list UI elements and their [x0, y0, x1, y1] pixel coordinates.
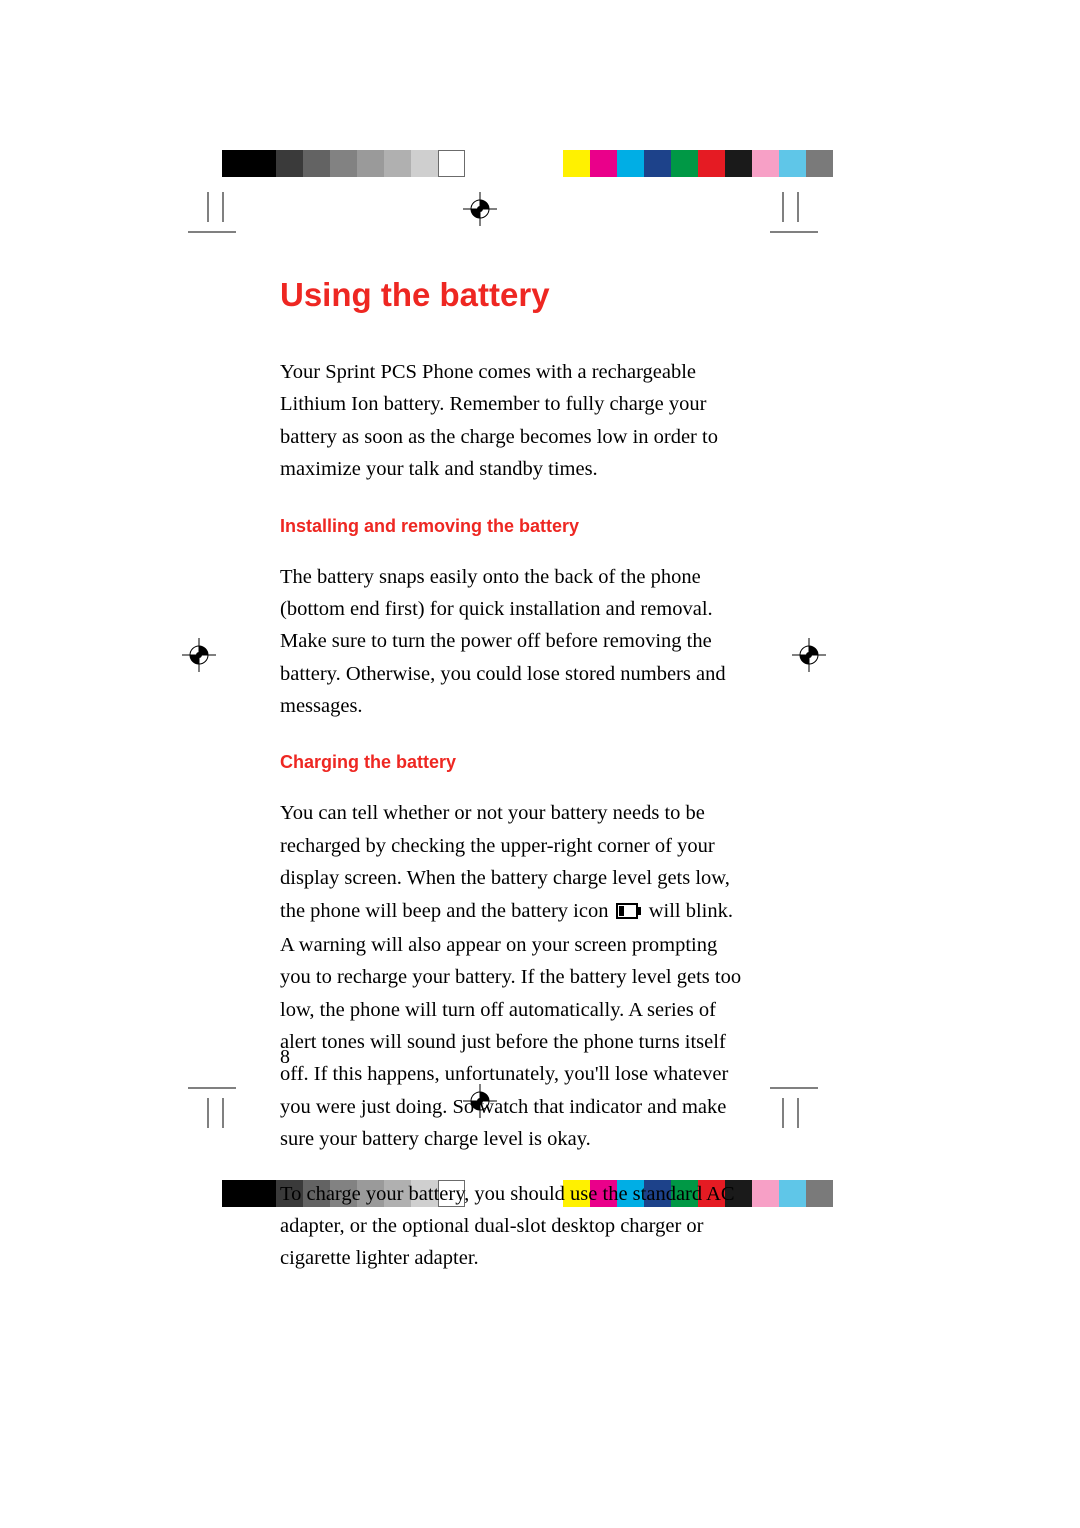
page-title: Using the battery	[280, 276, 750, 314]
crop-mark-bottom-right-icon	[758, 1068, 818, 1128]
registration-target-left-icon	[182, 638, 216, 672]
crop-mark-bottom-left-icon	[188, 1068, 248, 1128]
installing-paragraph: The battery snaps easily onto the back o…	[280, 561, 750, 723]
crop-mark-top-left-icon	[188, 192, 248, 252]
charging-text-post: will blink. A warning will also appear o…	[280, 900, 741, 1151]
printer-color-bar-top	[563, 150, 833, 177]
charging-paragraph-1: You can tell whether or not your battery…	[280, 797, 750, 1155]
registration-target-right-icon	[792, 638, 826, 672]
document-page: Using the battery Your Sprint PCS Phone …	[0, 0, 1080, 1528]
registration-target-top-icon	[463, 192, 497, 226]
subheading-installing: Installing and removing the battery	[280, 516, 750, 537]
printer-gray-bar-top	[222, 150, 465, 177]
battery-icon	[616, 897, 642, 929]
page-number: 8	[280, 1046, 290, 1069]
page-content: Using the battery Your Sprint PCS Phone …	[280, 276, 750, 1289]
subheading-charging: Charging the battery	[280, 752, 750, 773]
intro-paragraph: Your Sprint PCS Phone comes with a recha…	[280, 356, 750, 486]
crop-mark-top-right-icon	[758, 192, 818, 252]
charging-paragraph-2: To charge your battery, you should use t…	[280, 1178, 750, 1275]
